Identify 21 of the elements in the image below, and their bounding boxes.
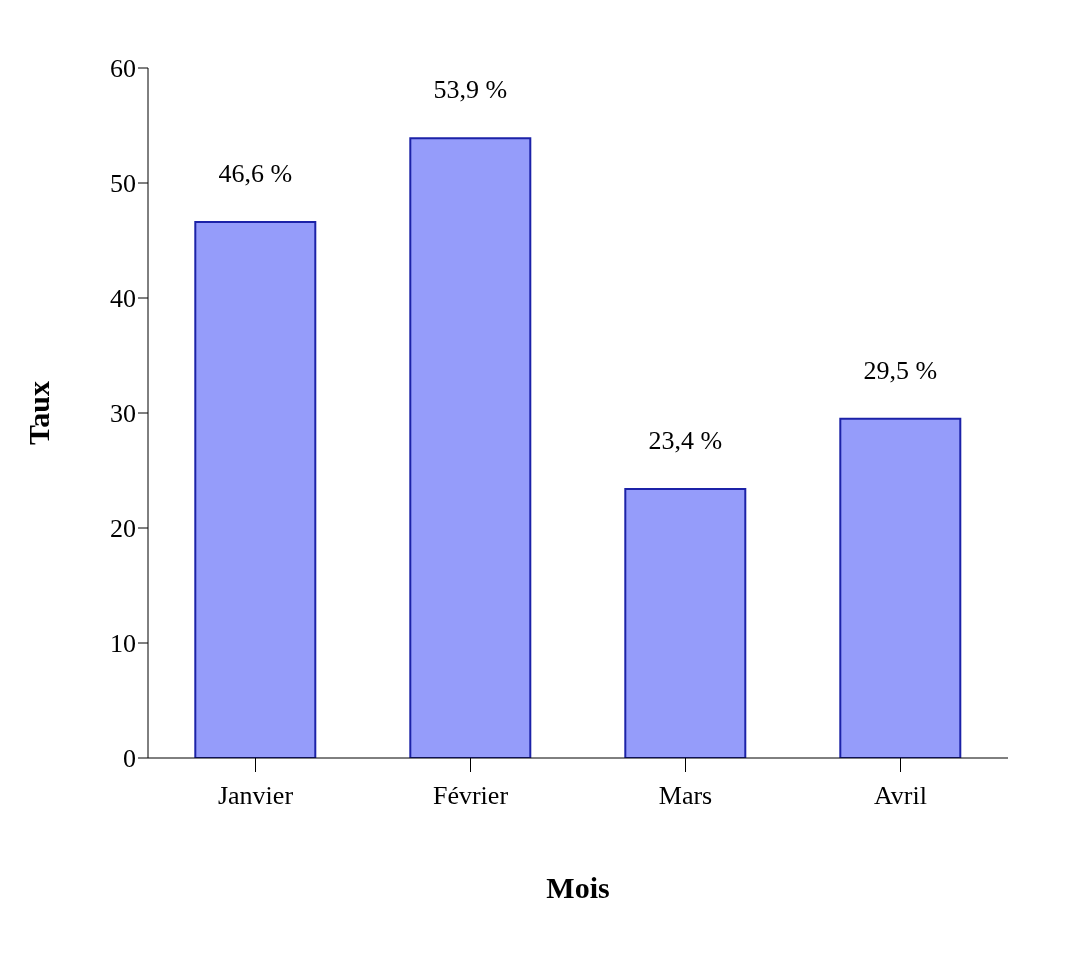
y-tick-label: 50: [110, 169, 136, 199]
data-label: 53,9 %: [433, 75, 508, 105]
data-label: 23,4 %: [648, 425, 723, 455]
y-tick-label: 60: [110, 54, 136, 84]
y-tick-label: 10: [110, 629, 136, 659]
x-tick-label: Avril: [874, 781, 927, 811]
bar: [839, 417, 962, 758]
x-tick-label: Janvier: [217, 781, 294, 811]
y-tick-label: 30: [110, 399, 136, 429]
x-tick-label: Février: [432, 781, 509, 811]
y-tick-label: 0: [123, 744, 136, 774]
data-label: 46,6 %: [218, 159, 293, 189]
y-axis-title: Taux: [21, 381, 55, 445]
data-label: 29,5 %: [863, 355, 938, 385]
x-tick-label: Mars: [658, 781, 713, 811]
x-axis-title: Mois: [546, 871, 610, 904]
y-tick-label: 20: [110, 514, 136, 544]
bar: [194, 221, 317, 758]
bar: [409, 137, 532, 758]
bar: [624, 487, 747, 758]
y-tick-label: 40: [110, 284, 136, 314]
